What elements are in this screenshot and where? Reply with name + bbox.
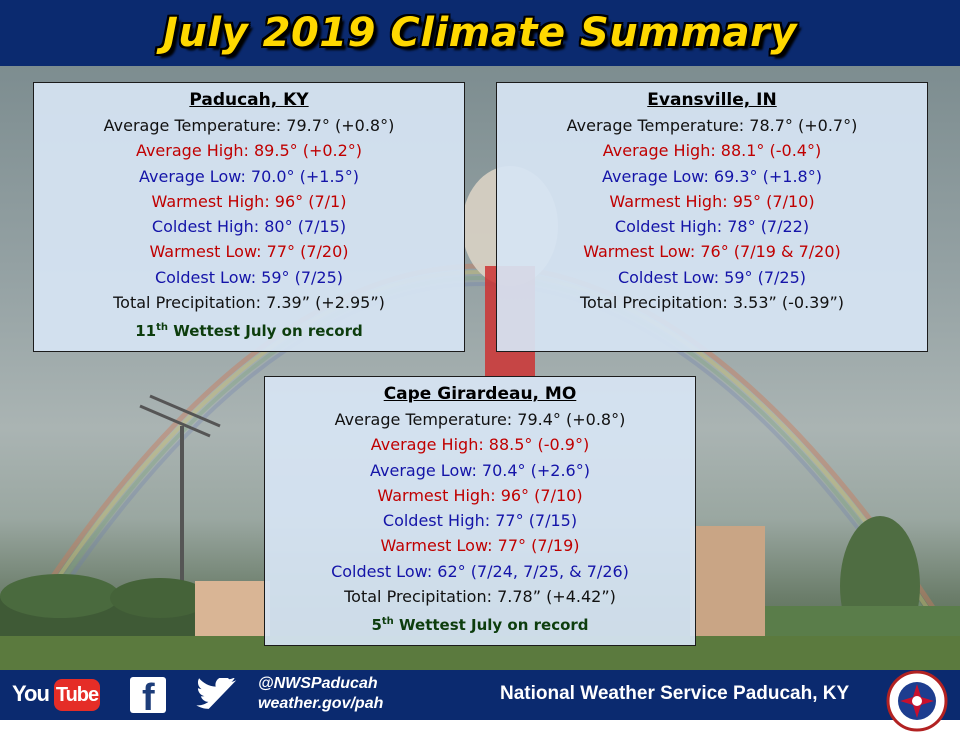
page-title: July 2019 Climate Summary — [163, 10, 797, 56]
coldest-high: Coldest High: 80° (7/15) — [151, 217, 347, 237]
website-link[interactable]: weather.gov/pah — [258, 695, 384, 712]
average-temperature: Average Temperature: 78.7° (+0.7°) — [566, 116, 858, 135]
header-banner: July 2019 Climate Summary — [0, 0, 960, 66]
average-high: Average High: 89.5° (+0.2°) — [135, 141, 363, 161]
coldest-low: Coldest Low: 59° (7/25) — [617, 267, 807, 287]
warmest-high: Warmest High: 96° (7/10) — [377, 485, 583, 505]
paducah-summary-box: Paducah, KY Average Temperature: 79.7° (… — [33, 82, 465, 352]
twitter-handle[interactable]: @NWSPaducah — [258, 675, 378, 692]
average-high: Average High: 88.1° (-0.4°) — [602, 141, 822, 161]
coldest-low: Coldest Low: 59° (7/25) — [154, 267, 344, 287]
average-low: Average Low: 70.0° (+1.5°) — [139, 166, 359, 186]
average-high: Average High: 88.5° (-0.9°) — [370, 435, 590, 455]
evansville-summary-box: Evansville, IN Average Temperature: 78.7… — [496, 82, 928, 352]
facebook-logo[interactable]: f — [130, 677, 166, 719]
office-name: National Weather Service Paducah, KY — [500, 683, 850, 704]
wettest-record: 11th Wettest July on record — [135, 322, 363, 341]
city-title: Evansville, IN — [647, 90, 777, 110]
warmest-low: Warmest Low: 77° (7/20) — [149, 242, 349, 262]
average-low: Average Low: 70.4° (+2.6°) — [370, 460, 590, 480]
city-title: Cape Girardeau, MO — [383, 384, 577, 404]
coldest-high: Coldest High: 78° (7/22) — [614, 217, 810, 237]
twitter-bird-icon[interactable] — [195, 678, 239, 714]
warmest-high: Warmest High: 95° (7/10) — [609, 191, 815, 211]
average-low: Average Low: 69.3° (+1.8°) — [602, 166, 822, 186]
average-temperature: Average Temperature: 79.7° (+0.8°) — [103, 116, 395, 135]
warmest-high: Warmest High: 96° (7/1) — [151, 191, 347, 211]
nws-logo — [886, 670, 948, 732]
total-precipitation: Total Precipitation: 7.78” (+4.42”) — [344, 587, 616, 607]
city-title: Paducah, KY — [189, 90, 309, 110]
coldest-high: Coldest High: 77° (7/15) — [382, 511, 578, 531]
cape-girardeau-summary-box: Cape Girardeau, MO Average Temperature: … — [264, 376, 696, 646]
footer-bar: You Tube f @NWSPaducah weather.gov/pah N… — [0, 670, 960, 732]
average-temperature: Average Temperature: 79.4° (+0.8°) — [334, 410, 626, 429]
warmest-low: Warmest Low: 76° (7/19 & 7/20) — [583, 242, 841, 262]
warmest-low: Warmest Low: 77° (7/19) — [380, 536, 580, 556]
wettest-record: 5th Wettest July on record — [371, 616, 589, 635]
total-precipitation: Total Precipitation: 7.39” (+2.95”) — [113, 293, 385, 313]
youtube-logo[interactable]: You Tube — [10, 677, 100, 713]
social-handles: @NWSPaducah weather.gov/pah — [258, 674, 383, 714]
total-precipitation: Total Precipitation: 3.53” (-0.39”) — [579, 293, 845, 313]
coldest-low: Coldest Low: 62° (7/24, 7/25, & 7/26) — [331, 561, 629, 581]
